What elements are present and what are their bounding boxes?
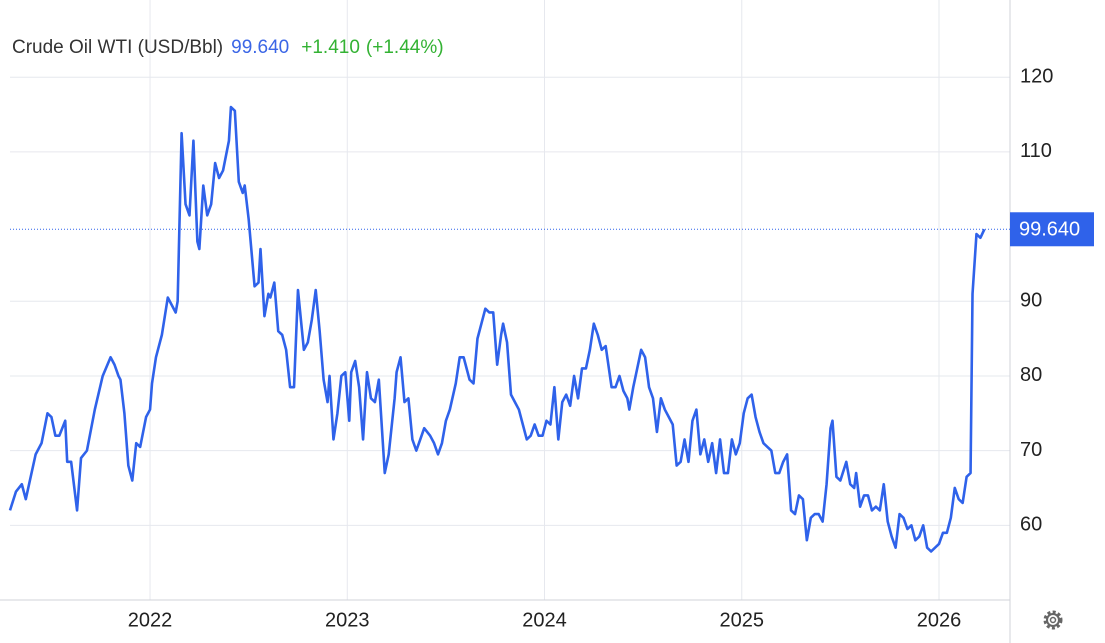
y-tick-label: 60 [1020, 514, 1042, 536]
x-tick-label: 2026 [917, 609, 962, 631]
y-tick-label: 70 [1020, 439, 1042, 461]
x-tick-label: 2022 [128, 609, 173, 631]
y-tick-label: 110 [1020, 140, 1052, 162]
last-price-box [1010, 212, 1094, 247]
y-tick-label: 80 [1020, 364, 1042, 386]
chart-title: Crude Oil WTI (USD/Bbl) [12, 37, 223, 58]
x-tick-label: 2025 [720, 609, 765, 631]
change-percent: (+1.44%) [366, 37, 444, 58]
y-tick-label: 90 [1020, 290, 1042, 312]
last-price-label: 99.640 [1019, 219, 1080, 241]
price: 99.640 [231, 37, 289, 58]
chart-header: Crude Oil WTI (USD/Bbl) 99.640 +1.410 (+1.4… [12, 37, 444, 58]
x-tick-label: 2024 [522, 609, 567, 631]
settings-icon[interactable] [1043, 610, 1063, 630]
change: +1.410 [301, 37, 360, 58]
price-line [8, 105, 986, 553]
x-tick-label: 2023 [325, 609, 370, 631]
grid [10, 0, 1010, 600]
y-tick-label: 120 [1020, 65, 1053, 87]
